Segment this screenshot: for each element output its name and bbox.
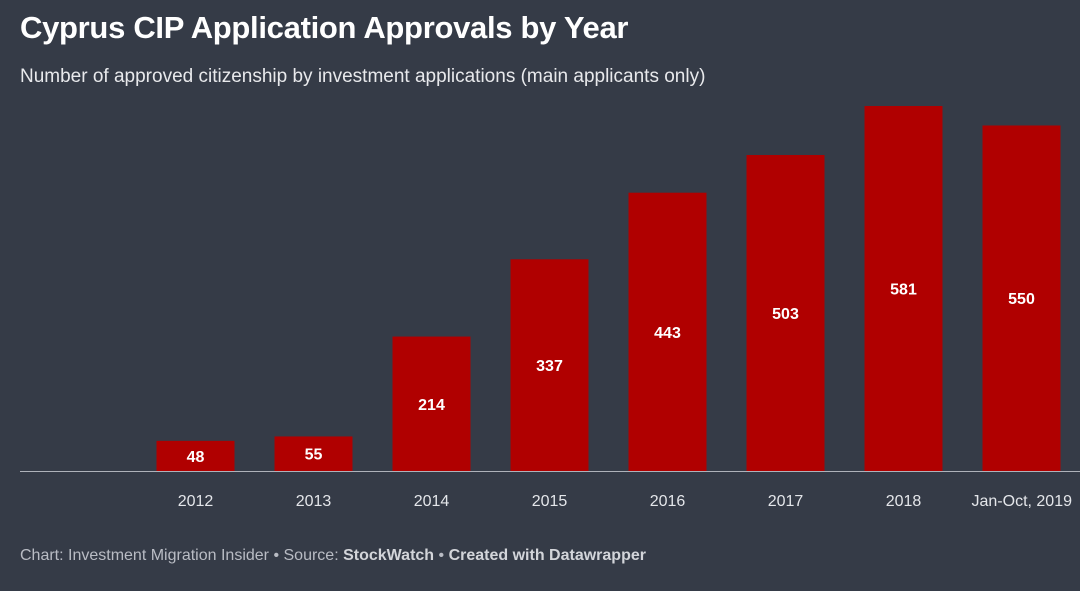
x-tick-label: Jan-Oct, 2019 xyxy=(972,493,1073,510)
footer-separator: • xyxy=(434,547,449,564)
chart-footer: Chart: Investment Migration Insider • So… xyxy=(20,547,646,565)
bar-value-label: 48 xyxy=(187,449,205,466)
bar-value-label: 337 xyxy=(536,358,563,375)
bar-value-label: 443 xyxy=(654,325,681,342)
bar-2014 xyxy=(392,336,471,471)
x-tick-label: 2015 xyxy=(532,493,568,510)
source-prefix: Source: xyxy=(283,547,344,564)
x-tick-label: 2012 xyxy=(178,493,214,510)
x-tick-label: 2017 xyxy=(768,493,804,510)
bar-value-label: 503 xyxy=(772,306,799,323)
bar-2015 xyxy=(510,259,589,471)
bar-2017 xyxy=(746,155,825,472)
chart-title: Cyprus CIP Application Approvals by Year xyxy=(20,10,629,45)
bar-value-label: 581 xyxy=(890,282,917,299)
footer-separator: • xyxy=(269,547,284,564)
bar-chart: 48 2012 55 2013 214 2014 337 2015 443 2016 503 2017… xyxy=(20,106,1080,510)
bar-value-label: 214 xyxy=(418,397,445,414)
x-tick-label: 2014 xyxy=(414,493,450,510)
bar-2013 xyxy=(274,436,353,471)
bar-Jan-Oct, 2019 xyxy=(982,125,1061,472)
chart-credit: Chart: Investment Migration Insider xyxy=(20,547,269,564)
bar-2012 xyxy=(156,440,235,471)
bar-2018 xyxy=(864,106,943,471)
x-tick-label: 2018 xyxy=(886,493,922,510)
x-tick-label: 2016 xyxy=(650,493,686,510)
chart-subtitle: Number of approved citizenship by invest… xyxy=(20,66,706,87)
bar-2016 xyxy=(628,192,707,471)
bar-value-label: 550 xyxy=(1008,291,1035,308)
x-tick-label: 2013 xyxy=(296,493,332,510)
created-with-link[interactable]: Created with Datawrapper xyxy=(448,547,646,564)
source-link[interactable]: StockWatch xyxy=(343,547,435,564)
bar-value-label: 55 xyxy=(305,447,323,464)
